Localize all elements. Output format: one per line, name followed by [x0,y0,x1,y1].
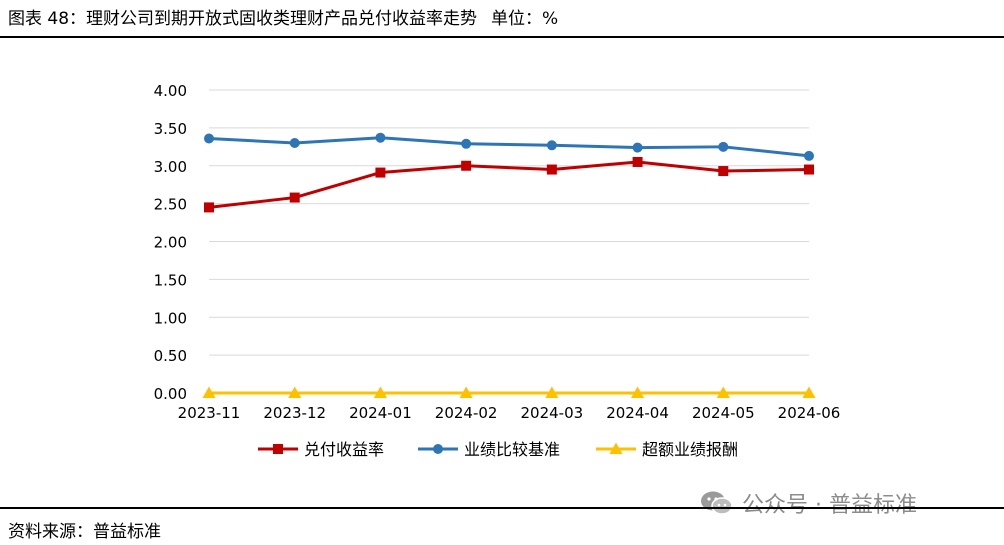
x-tick-label: 2024-01 [349,404,412,422]
data-point-series-2 [461,138,472,149]
y-tick-label: 3.50 [154,120,187,138]
y-tick-label: 4.00 [154,82,187,100]
data-point-series-1 [718,166,729,177]
data-point-series-1 [461,160,472,171]
y-tick-label: 3.00 [154,158,187,176]
data-point-series-2 [718,141,729,152]
x-tick-label: 2024-06 [778,404,841,422]
unit-label: 单位：% [491,9,559,29]
x-tick-label: 2024-03 [521,404,584,422]
x-tick-label: 2023-12 [263,404,326,422]
legend-marker-3 [609,442,623,454]
data-point-series-1 [375,167,386,178]
data-point-series-3 [459,386,473,398]
y-tick-label: 2.50 [154,196,187,214]
wechat-icon [700,490,734,516]
source-note: 资料来源：普益标准 [8,522,161,542]
x-tick-label: 2024-05 [692,404,755,422]
series-line-2 [208,136,810,158]
legend-label-1: 兑付收益率 [304,440,384,459]
y-tick-label: 0.00 [154,385,187,403]
data-point-series-3 [373,386,387,398]
legend-marker-1 [273,444,283,454]
data-point-series-2 [546,140,557,151]
data-point-series-1 [632,156,643,167]
data-point-series-3 [202,386,216,398]
watermark-text: 公众号 · 普益标准 [742,493,917,518]
data-point-series-2 [375,132,386,143]
x-tick-label: 2023-11 [178,404,241,422]
y-tick-label: 1.50 [154,271,187,289]
data-point-series-3 [631,386,645,398]
data-point-series-3 [716,386,730,398]
data-point-series-2 [632,142,643,153]
data-point-series-1 [546,164,557,175]
figure-title-text: 图表 48：理财公司到期开放式固收类理财产品兑付收益率走势 [8,9,478,29]
data-point-series-2 [289,138,300,149]
data-point-series-2 [204,133,214,144]
watermark: 公众号 · 普益标准 [700,487,917,519]
legend-label-3: 超额业绩报酬 [642,440,738,459]
y-tick-label: 0.50 [154,347,187,365]
top-rule [0,36,1004,38]
data-point-series-3 [288,386,302,398]
data-point-series-3 [802,386,816,398]
bottom-rule [0,507,1004,509]
x-tick-label: 2024-04 [606,404,669,422]
data-point-series-2 [804,150,814,161]
data-point-series-1 [289,192,300,203]
figure-title: 图表 48：理财公司到期开放式固收类理财产品兑付收益率走势 单位：% [8,4,558,29]
data-point-series-1 [204,202,214,213]
x-tick-label: 2024-02 [435,404,498,422]
y-tick-label: 2.00 [154,234,187,252]
legend-marker-2 [433,444,443,454]
legend-label-2: 业绩比较基准 [464,440,560,459]
data-point-series-1 [804,164,814,175]
data-point-series-3 [545,386,559,398]
series-line-1 [208,160,810,209]
line-chart: 0.00 0.50 1.00 1.50 2.00 2.50 3.00 3.50 4.00 2023… [154,82,841,459]
y-tick-label: 1.00 [154,309,187,327]
